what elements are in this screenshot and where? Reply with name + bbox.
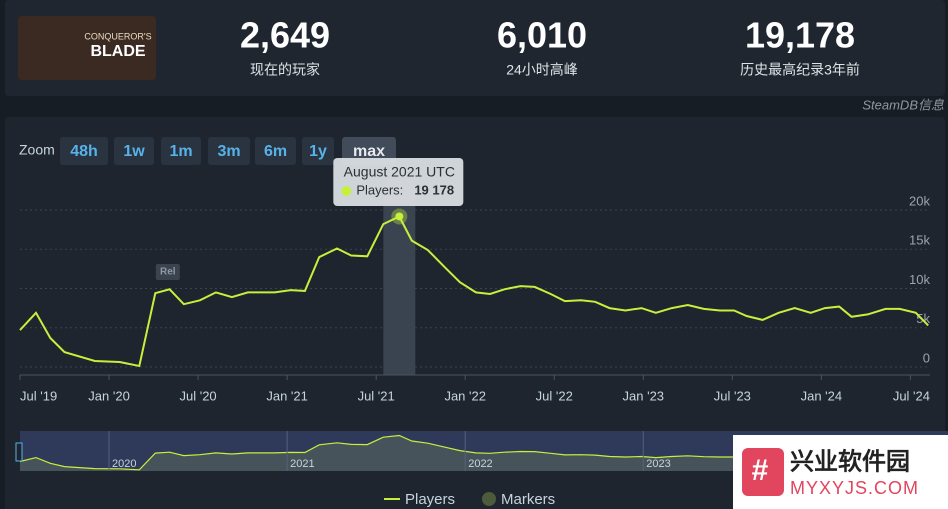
hover-point (395, 212, 404, 221)
tooltip-value: 19 178 (414, 182, 454, 197)
y-tick-label: 0 (923, 350, 930, 365)
zoom-button[interactable]: 1y (302, 137, 334, 165)
x-tick-label: Jan '20 (88, 388, 130, 403)
tooltip-title: August 2021 UTC (344, 164, 455, 180)
annotation-bg (155, 264, 180, 280)
zoom-button-label: 1y (309, 143, 327, 160)
x-tick-label: Jul '22 (536, 388, 573, 403)
zoom-button-bg (208, 137, 250, 165)
x-tick-label: Jul '23 (714, 388, 751, 403)
zoom-button-label: 48h (70, 143, 98, 160)
navigator-handle (15, 442, 23, 462)
x-tick-label: Jan '21 (266, 388, 308, 403)
stat-label: 历史最高纪录3年前 (740, 62, 860, 78)
stat-label: 现在的玩家 (250, 62, 320, 78)
zoom-button[interactable]: 3m (208, 137, 250, 165)
navigator-label: 2023 (646, 458, 670, 470)
watermark-title: 兴业软件园 (790, 447, 910, 475)
stat-label: 24小时高峰 (506, 62, 578, 78)
legend-label: Markers (501, 491, 555, 508)
zoom-button-label: max (353, 143, 385, 160)
stat-value: 19,178 (745, 15, 855, 56)
navigator-label: 2020 (112, 458, 136, 470)
navigator-area (20, 435, 929, 471)
x-tick-label: Jan '23 (623, 388, 665, 403)
zoom-button[interactable]: 48h (60, 137, 108, 165)
chart-panel (5, 117, 945, 509)
source-link[interactable]: SteamDB信息 (862, 97, 944, 112)
zoom-button[interactable]: 1m (161, 137, 201, 165)
watermark-url: MYXYJS.COM (790, 478, 919, 498)
hover-band (383, 178, 416, 375)
zoom-button-bg (114, 137, 154, 165)
zoom-button-bg (255, 137, 296, 165)
zoom-button-bg (302, 137, 334, 165)
watermark-icon: # (752, 454, 769, 487)
zoom-button[interactable]: 6m (255, 137, 296, 165)
stat-value: 2,649 (240, 15, 330, 56)
x-tick-label: Jan '24 (801, 388, 843, 403)
stat-value: 6,010 (497, 15, 587, 56)
y-tick-label: 15k (909, 233, 930, 248)
x-tick-label: Jan '22 (444, 388, 486, 403)
x-tick-label: Jul '21 (358, 388, 395, 403)
series-line (19, 215, 929, 368)
y-tick-label: 20k (909, 193, 930, 208)
zoom-button-label: 1m (169, 143, 192, 160)
watermark-logo (742, 448, 784, 496)
x-tick-label: Jul '19 (20, 388, 57, 403)
zoom-button-label: 1w (123, 143, 145, 160)
y-tick-label: 10k (909, 272, 930, 287)
logo-text: BLADE (90, 43, 145, 60)
game-image (18, 16, 156, 80)
zoom-label: Zoom (19, 142, 55, 158)
navigator-label: 2021 (290, 458, 314, 470)
tooltip-dot (341, 186, 352, 196)
legend-label: Players (405, 491, 455, 508)
zoom-button-label: 6m (264, 143, 287, 160)
x-tick-label: Jul '24 (893, 388, 930, 403)
zoom-button-bg (60, 137, 108, 165)
navigator-label: 2022 (468, 458, 492, 470)
logo-text: CONQUEROR'S (84, 31, 151, 41)
zoom-button-bg (161, 137, 201, 165)
zoom-button-label: 3m (217, 143, 240, 160)
header-panel (5, 0, 945, 96)
x-tick-label: Jul '20 (179, 388, 216, 403)
tooltip-box (333, 158, 464, 206)
tooltip-label: Players: (356, 182, 403, 197)
zoom-button[interactable]: 1w (114, 137, 154, 165)
legend-marker (482, 492, 496, 506)
y-tick-label: 5k (916, 311, 930, 326)
annotation: Rel (160, 267, 176, 278)
